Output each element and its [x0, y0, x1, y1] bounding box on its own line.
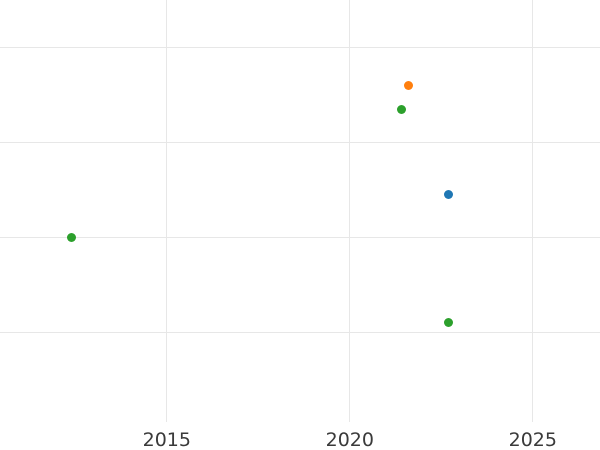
x-tick-label: 2020: [325, 429, 374, 450]
vertical-gridline: [349, 0, 351, 422]
x-tick-label: 2025: [508, 429, 557, 450]
horizontal-gridline: [0, 332, 600, 334]
data-point-series-green: [67, 233, 77, 242]
x-tick-label: 2015: [142, 429, 191, 450]
data-point-series-green: [396, 105, 406, 115]
horizontal-gridline: [0, 141, 600, 143]
vertical-gridline: [166, 0, 168, 422]
horizontal-gridline: [0, 46, 600, 48]
horizontal-gridline: [0, 237, 600, 238]
vertical-gridline: [532, 0, 534, 422]
data-point-series-orange: [403, 80, 413, 90]
data-point-series-green: [444, 317, 454, 327]
data-point-series-blue: [444, 190, 454, 200]
